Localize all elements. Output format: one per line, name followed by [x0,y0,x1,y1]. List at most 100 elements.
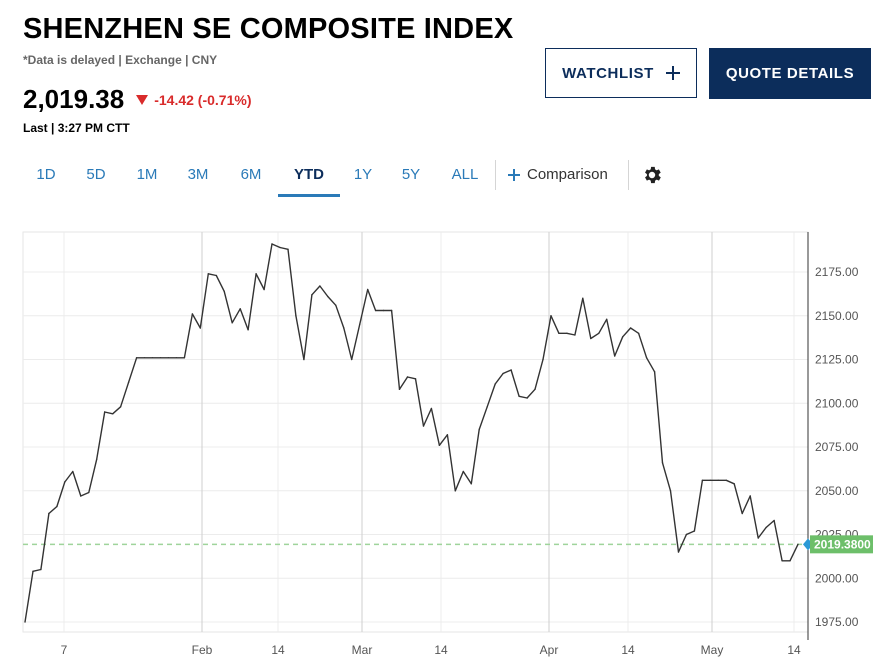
line-segment [319,285,329,298]
y-tick-label: 2175.00 [815,265,859,279]
tab-divider [495,160,496,190]
tab-1m[interactable]: 1M [136,166,158,183]
tab-divider [628,160,629,190]
line-segment [359,288,369,326]
line-segment [215,274,225,292]
comparison-button[interactable]: Comparison [508,155,608,195]
line-segment [438,434,449,446]
line-segment [486,383,496,408]
line-segment [327,295,337,306]
y-tick-label: 2150.00 [815,309,859,323]
line-segment [24,570,34,623]
line-segment [88,458,98,494]
line-segment [685,530,696,536]
last-price-box [810,535,873,554]
line-segment [343,327,353,361]
line-segment [303,294,313,361]
line-segment [406,376,417,380]
line-segment [422,407,433,427]
y-tick-label: 2050.00 [815,484,859,498]
line-segment [295,315,305,361]
line-segment [693,479,704,532]
line-segment [590,332,600,340]
line-segment [255,273,265,291]
y-tick-label: 1975.00 [815,615,859,629]
line-segment [677,533,688,553]
line-segment [478,406,488,431]
tab-3m[interactable]: 3M [187,166,209,183]
quote-details-button[interactable]: QUOTE DETAILS [709,48,871,99]
x-tick-label: 14 [271,643,285,657]
tab-5y[interactable]: 5Y [401,166,421,183]
data-delay-note: *Data is delayed | Exchange | CNY [23,53,218,67]
line-segment [550,315,560,334]
y-tick-label: 2075.00 [815,440,859,454]
last-updated: Last | 3:27 PM CTT [23,121,130,135]
line-segment [494,372,504,385]
line-segment [574,297,584,336]
line-segment [526,388,536,399]
line-segment [191,313,202,329]
line-segment [645,357,656,373]
line-segment [263,243,273,291]
line-segment [669,490,680,553]
line-segment [653,371,664,464]
price-change: -14.42 (-0.71%) [136,92,252,108]
down-arrow-icon [136,94,149,105]
line-segment [614,336,624,357]
comparison-label: Comparison [527,166,608,183]
tab-1d[interactable]: 1D [36,166,56,183]
tab-1y[interactable]: 1Y [353,166,373,183]
line-segment [390,309,401,390]
line-segment [64,470,74,483]
gear-icon[interactable] [641,164,663,186]
x-tick-label: 7 [61,643,68,657]
line-segment [247,273,257,331]
line-segment [80,491,90,497]
y-tick-label: 2000.00 [815,571,859,585]
y-tick-label: 2125.00 [815,353,859,367]
line-segment [582,297,592,340]
line-segment [287,248,297,317]
line-segment [446,434,456,492]
line-segment [127,357,138,383]
tab-all[interactable]: ALL [451,166,479,183]
tab-6m[interactable]: 6M [240,166,262,183]
line-segment [510,369,520,397]
line-segment [606,318,616,357]
line-segment [502,369,512,375]
line-segment [566,332,576,336]
y-tick-label: 2100.00 [815,396,859,410]
line-segment [111,406,122,415]
watchlist-button[interactable]: WATCHLIST [545,48,697,98]
page-title: SHENZHEN SE COMPOSITE INDEX [23,13,514,45]
last-price-tag: 2019.3800 [803,535,873,554]
line-segment [661,462,672,492]
line-segment [335,304,345,329]
plot-frame [22,231,809,633]
x-tick-label: May [701,643,724,657]
plus-icon [665,66,680,80]
line-segment [351,323,361,361]
line-segment [725,479,735,485]
last-price-label: 2019.3800 [814,537,871,551]
price-row: 2,019.38 -14.42 (-0.71%) [23,84,252,115]
line-segment [789,543,799,562]
line-segment [271,243,281,249]
line-segment [95,411,106,460]
chart-grid [22,231,809,640]
x-tick-label: Apr [540,643,559,657]
line-segment [119,381,130,408]
tab-ytd[interactable]: YTD [278,155,340,197]
line-segment [367,288,377,312]
line-segment [311,285,321,296]
line-segment [199,273,210,329]
line-segment [40,512,50,571]
line-segment [637,332,648,359]
line-segment [749,495,759,539]
tab-5d[interactable]: 5D [86,166,106,183]
y-axis: 1975.002000.002025.002050.002075.002100.… [815,265,859,629]
line-segment [741,495,751,515]
line-segment [757,526,767,539]
